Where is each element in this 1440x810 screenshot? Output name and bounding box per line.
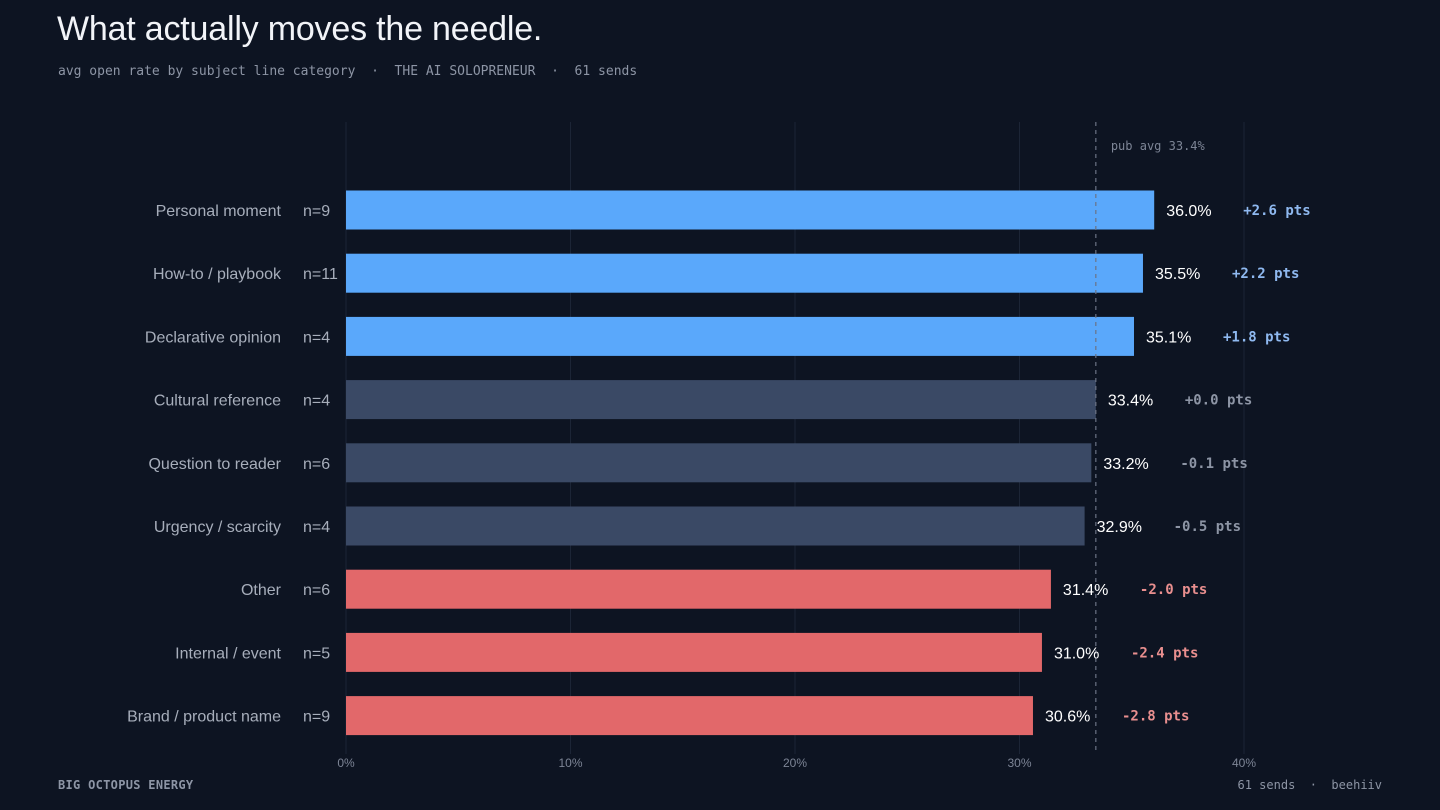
delta-label: +1.8 pts xyxy=(1223,329,1290,345)
chart-subtitle: avg open rate by subject line category ·… xyxy=(58,64,638,79)
delta-label: +2.2 pts xyxy=(1232,266,1299,282)
bar xyxy=(346,569,1051,609)
footer-brand: BIG OCTOPUS ENERGY xyxy=(58,778,194,792)
x-tick-label: 10% xyxy=(558,756,582,770)
x-tick-label: 40% xyxy=(1232,756,1256,770)
sample-size-label: n=4 xyxy=(303,329,330,346)
sample-size-label: n=11 xyxy=(303,266,338,283)
delta-label: -2.8 pts xyxy=(1122,709,1189,725)
footer-meta: 61 sends · beehiiv xyxy=(1237,778,1383,792)
bar xyxy=(346,253,1143,293)
delta-label: +0.0 pts xyxy=(1185,393,1252,409)
delta-label: +2.6 pts xyxy=(1243,203,1310,219)
value-label: 33.4% xyxy=(1108,393,1153,410)
bar xyxy=(346,190,1155,230)
sample-size-label: n=4 xyxy=(303,393,330,410)
delta-label: -2.4 pts xyxy=(1131,645,1198,661)
category-label: How-to / playbook xyxy=(153,266,282,283)
labels: 0% 10% 20% 30% 40% Personal moment n=9 36.0% +2.… xyxy=(127,139,1311,770)
value-label: 33.2% xyxy=(1103,456,1148,473)
category-label: Urgency / scarcity xyxy=(154,519,281,536)
category-label: Declarative opinion xyxy=(145,329,281,346)
x-tick-label: 20% xyxy=(783,756,807,770)
category-label: Other xyxy=(241,582,282,599)
sample-size-label: n=9 xyxy=(303,203,330,220)
bar xyxy=(346,443,1092,483)
bar xyxy=(346,380,1096,420)
category-label: Cultural reference xyxy=(154,393,281,410)
x-tick-label: 30% xyxy=(1007,756,1031,770)
delta-label: -2.0 pts xyxy=(1140,582,1207,598)
category-label: Brand / product name xyxy=(127,709,281,726)
bars xyxy=(346,190,1155,736)
category-label: Question to reader xyxy=(148,456,281,473)
bar xyxy=(346,632,1042,672)
value-label: 35.5% xyxy=(1155,266,1200,283)
value-label: 35.1% xyxy=(1146,329,1191,346)
sample-size-label: n=6 xyxy=(303,582,330,599)
delta-label: -0.1 pts xyxy=(1180,456,1247,472)
value-label: 31.4% xyxy=(1063,582,1108,599)
pub-avg-label: pub avg 33.4% xyxy=(1111,139,1206,153)
x-tick-label: 0% xyxy=(337,756,355,770)
category-label: Personal moment xyxy=(156,203,282,220)
delta-label: -0.5 pts xyxy=(1174,519,1241,535)
category-label: Internal / event xyxy=(175,645,281,662)
sample-size-label: n=6 xyxy=(303,456,330,473)
value-label: 32.9% xyxy=(1097,519,1142,536)
value-label: 36.0% xyxy=(1166,203,1211,220)
sample-size-label: n=4 xyxy=(303,519,330,536)
value-label: 30.6% xyxy=(1045,709,1090,726)
chart-title: What actually moves the needle. xyxy=(57,10,543,48)
sample-size-label: n=5 xyxy=(303,645,330,662)
sample-size-label: n=9 xyxy=(303,709,330,726)
bar xyxy=(346,316,1134,356)
value-label: 31.0% xyxy=(1054,645,1099,662)
bar xyxy=(346,506,1085,546)
bar xyxy=(346,696,1033,736)
